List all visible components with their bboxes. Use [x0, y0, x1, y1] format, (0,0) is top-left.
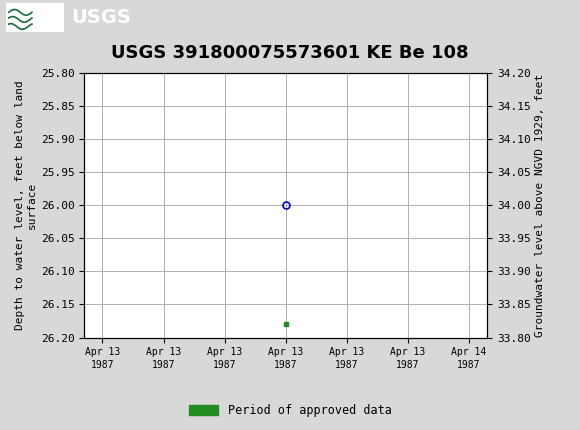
Legend: Period of approved data: Period of approved data: [184, 399, 396, 422]
Text: USGS: USGS: [71, 8, 130, 27]
FancyBboxPatch shape: [6, 3, 64, 32]
Y-axis label: Depth to water level, feet below land
surface: Depth to water level, feet below land su…: [15, 80, 37, 330]
Y-axis label: Groundwater level above NGVD 1929, feet: Groundwater level above NGVD 1929, feet: [535, 74, 545, 337]
Text: USGS 391800075573601 KE Be 108: USGS 391800075573601 KE Be 108: [111, 44, 469, 62]
